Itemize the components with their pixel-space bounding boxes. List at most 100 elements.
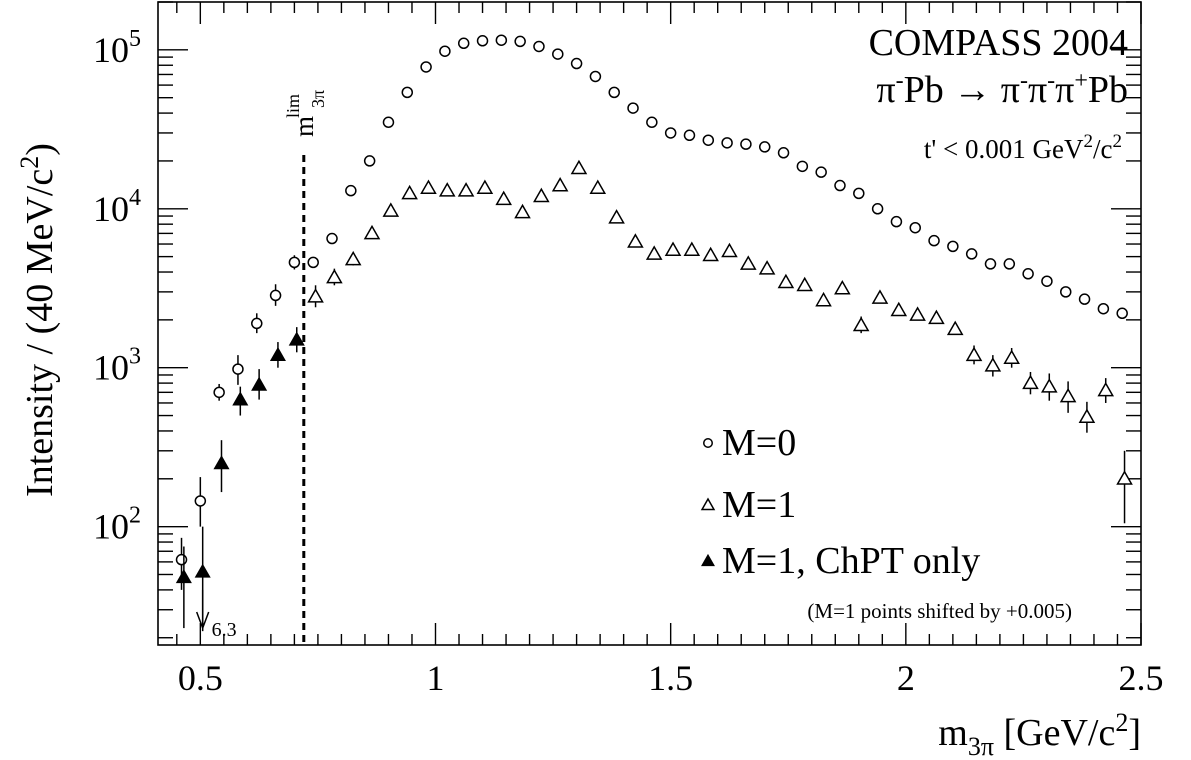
data-point-circle <box>909 221 921 234</box>
cut-exponent: 2 <box>1084 131 1094 152</box>
data-point-triangle <box>758 260 776 275</box>
data-point-triangle <box>984 357 1002 372</box>
data-point-triangle <box>664 241 682 257</box>
data-point-triangle <box>777 273 795 289</box>
data-point-circle <box>627 102 639 114</box>
chart-title: COMPASS 2004 <box>869 22 1128 64</box>
series-open-triangle <box>307 159 1133 524</box>
data-point-triangle <box>326 268 343 284</box>
data-point-circle <box>420 61 432 73</box>
data-point-circle <box>533 40 545 53</box>
data-point-triangle <box>382 202 400 217</box>
data-point-triangle <box>946 320 964 336</box>
reaction-charge: - <box>1047 68 1055 94</box>
data-point-circle <box>984 258 997 270</box>
series-open-circle <box>175 34 1128 590</box>
data-point-triangle <box>909 306 926 321</box>
x-axis-label: m3π [GeV/c2] <box>938 708 1141 760</box>
data-point-triangle <box>1059 387 1077 403</box>
data-point-triangle <box>401 184 418 200</box>
data-point-triangle <box>890 301 908 317</box>
data-point-triangle <box>589 179 607 195</box>
data-point-circle <box>947 240 959 253</box>
cut-part: /c <box>1093 134 1113 164</box>
data-point-triangle <box>815 291 832 307</box>
data-point-triangle <box>344 250 362 266</box>
data-point-circle <box>664 127 677 139</box>
data-point-circle <box>570 57 583 70</box>
y-tick-label: 102 <box>93 503 141 547</box>
data-point-circle <box>194 495 207 507</box>
y-tick-base: 10 <box>93 348 129 388</box>
data-point-triangle <box>834 279 851 295</box>
data-point-triangle <box>721 242 738 258</box>
arrow-head <box>195 611 210 631</box>
data-point-triangle <box>852 316 870 332</box>
data-point-circle <box>269 289 282 302</box>
data-point-triangle <box>1040 378 1058 393</box>
y-tick-exponent: 4 <box>129 185 141 211</box>
data-point-circle <box>175 553 188 566</box>
data-point-triangle <box>570 159 588 175</box>
data-point-circle <box>815 166 827 178</box>
data-point-circle <box>589 70 602 83</box>
data-point-filled-triangle <box>175 569 192 584</box>
x-axis-label-main: m <box>938 712 968 754</box>
legend: M=0 M=1 M=1, ChPT only <box>700 422 980 582</box>
data-point-triangle <box>495 190 512 206</box>
x-axis-label-end: ] <box>1128 712 1141 754</box>
data-point-filled-triangle <box>269 346 286 361</box>
data-point-triangle <box>476 179 494 195</box>
data-point-triangle <box>700 497 716 511</box>
y-axis-label: Intensity / (40 MeV/c2) <box>15 143 61 497</box>
limit-line-label: mlim <box>283 94 319 137</box>
data-point-triangle <box>514 203 531 219</box>
data-point-triangle <box>627 233 644 248</box>
x-tick-label: 2.5 <box>1119 658 1164 698</box>
reaction-part: π <box>876 69 895 111</box>
data-point-triangle <box>965 346 983 362</box>
data-point-circle <box>439 45 451 57</box>
data-point-circle <box>965 248 978 260</box>
data-point-circle <box>758 141 771 153</box>
data-point-circle <box>703 438 713 448</box>
upper-limit-label: 6.3 <box>212 619 237 641</box>
data-point-triangle <box>1003 349 1020 365</box>
legend-item: M=1 <box>700 484 796 526</box>
data-point-circle <box>834 179 846 192</box>
data-point-filled-triangle <box>701 553 715 567</box>
data-point-filled-triangle <box>232 391 249 406</box>
data-point-circle <box>1097 302 1110 315</box>
data-point-circle <box>251 317 263 330</box>
data-point-circle <box>326 232 338 245</box>
data-point-circle <box>683 129 696 142</box>
data-point-circle <box>382 116 395 129</box>
data-point-triangle <box>420 179 437 195</box>
data-point-triangle <box>796 276 814 292</box>
data-point-circle <box>890 215 903 228</box>
data-point-circle <box>232 363 244 375</box>
data-point-triangle <box>1097 381 1115 397</box>
reaction-charge: + <box>1074 68 1088 94</box>
data-point-circle <box>401 86 414 99</box>
data-point-circle <box>721 137 733 149</box>
data-point-triangle <box>551 177 569 192</box>
y-tick-label: 103 <box>93 344 141 388</box>
data-point-triangle <box>1116 470 1133 485</box>
data-point-circle <box>307 256 319 269</box>
data-point-filled-triangle <box>213 455 230 470</box>
y-tick-label: 105 <box>93 26 141 70</box>
data-point-circle <box>871 203 884 215</box>
reaction-part: Pb → π <box>904 69 1020 111</box>
plot-area <box>157 1 1142 646</box>
data-point-circle <box>646 116 658 129</box>
data-point-circle <box>345 184 357 197</box>
x-tick-label: 2 <box>897 658 915 698</box>
data-point-circle <box>1059 286 1072 298</box>
legend-item: M=1, ChPT only <box>701 540 980 582</box>
data-point-triangle <box>683 241 701 257</box>
y-tick-base: 10 <box>93 30 129 70</box>
cut-label: t' < 0.001 GeV2/c2 <box>924 131 1122 164</box>
y-axis-label-end: ) <box>19 143 61 156</box>
